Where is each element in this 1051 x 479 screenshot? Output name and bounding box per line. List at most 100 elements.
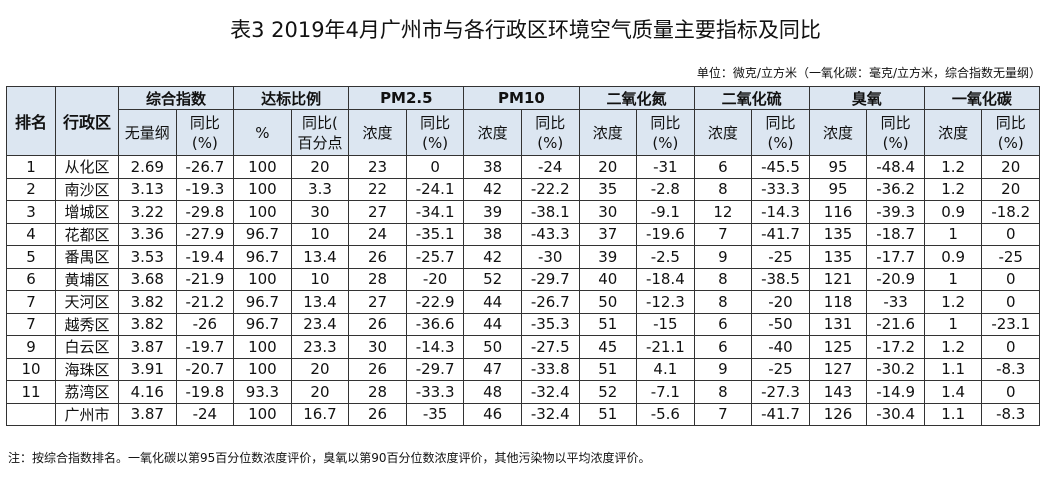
value-cell: 40 (578, 267, 638, 291)
value-cell: 27 (348, 200, 407, 224)
value-cell: -12.3 (636, 290, 695, 314)
header-sub: 同比 (%) (175, 109, 235, 156)
value-cell: 26 (348, 402, 407, 426)
value-cell: 12 (693, 200, 753, 224)
value-cell: 135 (808, 222, 868, 246)
value-cell: 0 (981, 267, 1040, 291)
value-cell: 121 (808, 267, 868, 291)
value-cell: 30 (290, 200, 350, 224)
value-cell: 51 (578, 357, 638, 381)
value-cell: -38.1 (520, 200, 580, 224)
value-cell: 3.3 (290, 177, 350, 201)
value-cell: -27.3 (751, 380, 810, 404)
value-cell: 0 (981, 222, 1040, 246)
value-cell: 1 (923, 267, 983, 291)
value-cell: -22.2 (520, 177, 580, 201)
value-cell: 20 (578, 155, 638, 179)
value-cell: -19.4 (175, 245, 235, 269)
value-cell: 3.91 (118, 357, 177, 381)
value-cell: 26 (348, 312, 407, 336)
value-cell: -27.5 (520, 335, 580, 359)
value-cell: -21.9 (175, 267, 235, 291)
value-cell: -36.6 (405, 312, 465, 336)
table-row: 2 南沙区 3.13 -19.3 100 3.3 22 -24.1 42 -22.2 35 -2.8 8… (6, 177, 1040, 201)
value-cell: 96.7 (233, 290, 292, 314)
rank-cell: 5 (6, 245, 56, 269)
value-cell: 37 (578, 222, 638, 246)
value-cell: 42 (463, 177, 522, 201)
district-cell: 花都区 (55, 222, 119, 246)
header-sub: 浓度 (693, 109, 753, 156)
value-cell: -32.4 (520, 380, 580, 404)
value-cell: 20 (290, 380, 350, 404)
value-cell: 3.82 (118, 312, 177, 336)
district-cell: 广州市 (55, 402, 119, 426)
value-cell: 7 (693, 402, 753, 426)
value-cell: -17.2 (866, 335, 925, 359)
header-sub: 无量纲 (118, 109, 177, 156)
value-cell: 135 (808, 245, 868, 269)
value-cell: -14.9 (866, 380, 925, 404)
value-cell: -32.4 (520, 402, 580, 426)
value-cell: 48 (463, 380, 522, 404)
value-cell: 26 (348, 357, 407, 381)
value-cell: 51 (578, 402, 638, 426)
value-cell: 100 (233, 357, 292, 381)
district-cell: 海珠区 (55, 357, 119, 381)
value-cell: 126 (808, 402, 868, 426)
value-cell: -18.4 (636, 267, 695, 291)
value-cell: -2.5 (636, 245, 695, 269)
value-cell: 100 (233, 267, 292, 291)
table-body: 1 从化区 2.69 -26.7 100 20 23 0 38 -24 20 -31 6 -45.5 95-… (6, 155, 1040, 426)
value-cell: -25 (981, 245, 1040, 269)
value-cell: 50 (463, 335, 522, 359)
value-cell: 1.2 (923, 290, 983, 314)
value-cell: -33.3 (405, 380, 465, 404)
value-cell: 45 (578, 335, 638, 359)
district-cell: 南沙区 (55, 177, 119, 201)
value-cell: 0.9 (923, 200, 983, 224)
value-cell: 38 (463, 222, 522, 246)
table-row: 7 天河区 3.82 -21.2 96.7 13.4 27 -22.9 44 -26.7 50 -12… (6, 290, 1040, 314)
table-row: 3 增城区 3.22 -29.8 100 30 27 -34.1 39 -38.1 30 -9.1 12… (6, 200, 1040, 224)
table-row: 9 白云区 3.87 -19.7 100 23.3 30 -14.3 50 -27.5 45 -21.… (6, 335, 1040, 359)
value-cell: 52 (578, 380, 638, 404)
header-sub: 同比 (%) (866, 109, 925, 156)
value-cell: 1.4 (923, 380, 983, 404)
value-cell: 13.4 (290, 245, 350, 269)
value-cell: 100 (233, 335, 292, 359)
value-cell: 10 (290, 267, 350, 291)
value-cell: 8 (693, 267, 753, 291)
value-cell: -23.1 (981, 312, 1040, 336)
value-cell: -26 (175, 312, 235, 336)
value-cell: 16.7 (290, 402, 350, 426)
value-cell: 20 (290, 155, 350, 179)
rank-cell: 9 (6, 335, 56, 359)
value-cell: -14.3 (751, 200, 810, 224)
value-cell: 6 (693, 155, 753, 179)
value-cell: -38.5 (751, 267, 810, 291)
table-row: 11 荔湾区 4.16 -19.8 93.3 20 28 -33.3 48 -32.4 52 -7.1… (6, 380, 1040, 404)
value-cell: -20.9 (866, 267, 925, 291)
value-cell: 1.2 (923, 335, 983, 359)
unit-note: 单位：微克/立方米（一氧化碳：毫克/立方米，综合指数无量纲） (696, 66, 1041, 80)
value-cell: -40 (751, 335, 810, 359)
value-cell: -50 (751, 312, 810, 336)
rank-cell: 6 (6, 267, 56, 291)
value-cell: 39 (463, 200, 522, 224)
table-row: 4 花都区 3.36 -27.9 96.7 10 24 -35.1 38 -43.3 37 -19.6… (6, 222, 1040, 246)
value-cell: 96.7 (233, 245, 292, 269)
rank-cell (6, 402, 56, 426)
district-cell: 荔湾区 (55, 380, 119, 404)
table-row: 1 从化区 2.69 -26.7 100 20 23 0 38 -24 20 -31 6 -45.5 95-… (6, 155, 1040, 179)
district-cell: 从化区 (55, 155, 119, 179)
value-cell: 52 (463, 267, 522, 291)
value-cell: 10 (290, 222, 350, 246)
header-rank: 排名 (6, 86, 56, 156)
value-cell: -21.2 (175, 290, 235, 314)
district-cell: 黄埔区 (55, 267, 119, 291)
rank-cell: 4 (6, 222, 56, 246)
value-cell: 28 (348, 267, 407, 291)
value-cell: -19.8 (175, 380, 235, 404)
value-cell: 116 (808, 200, 868, 224)
